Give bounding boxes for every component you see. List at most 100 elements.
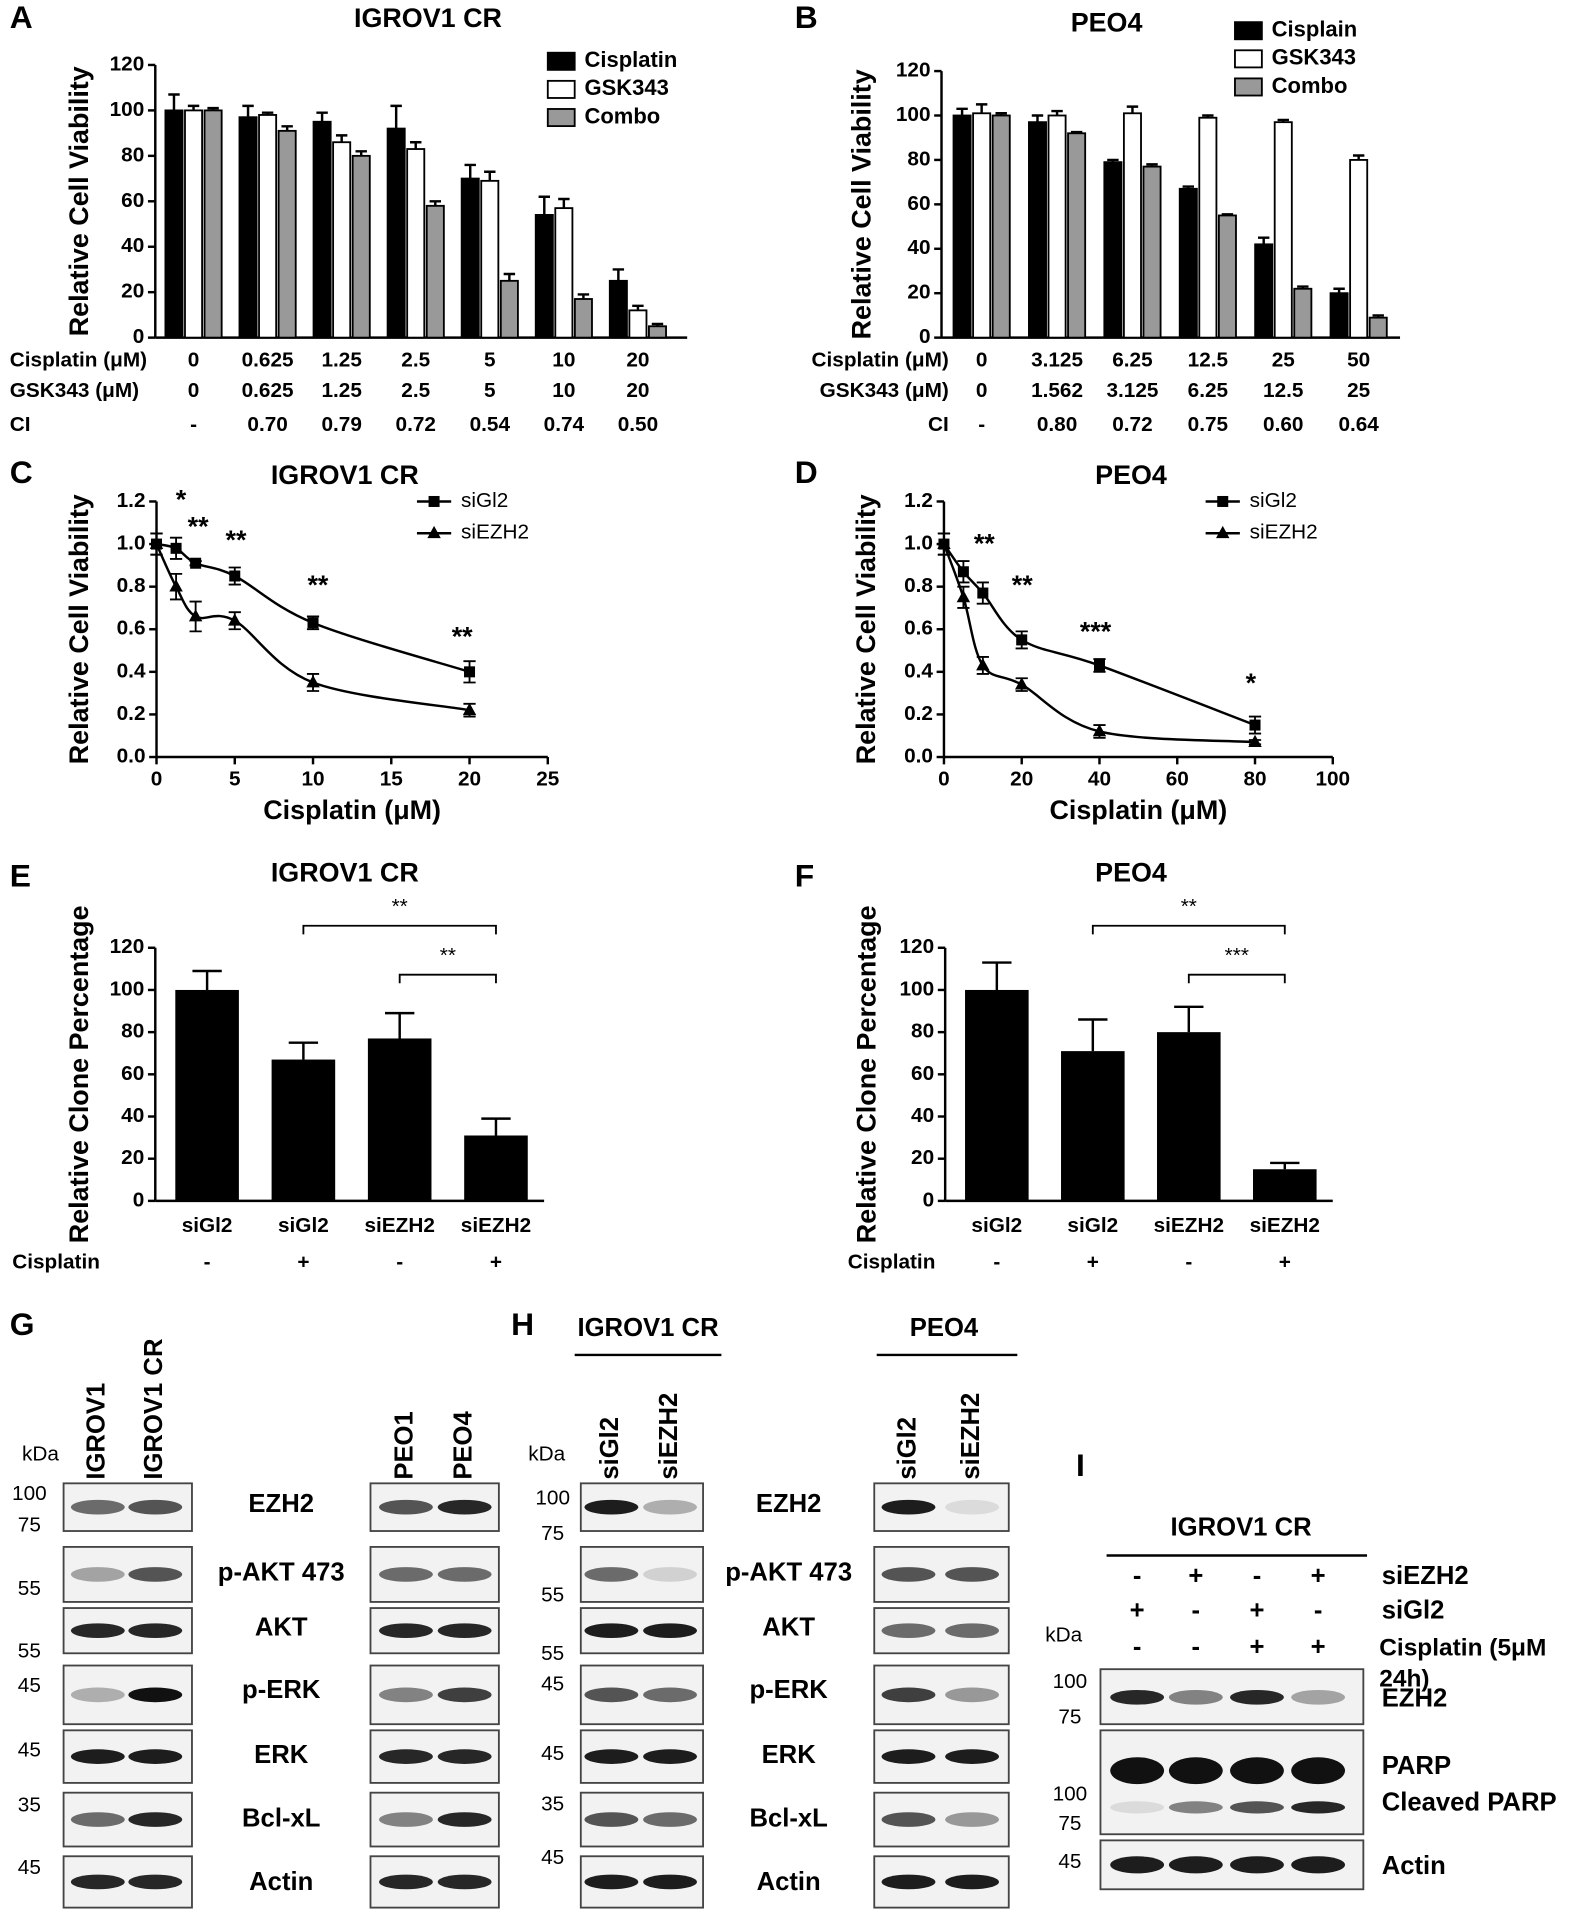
bar	[1103, 161, 1123, 339]
panel-letter: I	[1076, 1447, 1085, 1483]
kda-marker: 100	[12, 1482, 47, 1505]
protein-label: Cleaved PARP	[1382, 1788, 1557, 1816]
bar	[425, 204, 445, 339]
blot-band	[643, 1567, 697, 1582]
condition-value: +	[1311, 1633, 1326, 1661]
error-bar	[995, 112, 1007, 116]
error-bar	[1297, 285, 1309, 289]
bar	[1329, 292, 1349, 339]
kda-marker: 100	[535, 1487, 570, 1510]
error-bar	[1031, 114, 1044, 123]
y-tick-label: 0.2	[117, 702, 146, 725]
y-tick-label: 20	[907, 281, 930, 304]
error-bar	[982, 961, 1012, 990]
x-tick-label: siGl2	[182, 1214, 233, 1237]
error-bar	[1070, 130, 1083, 134]
category-label: 3.125	[1106, 379, 1158, 402]
chart-title: PEO4	[1095, 460, 1167, 490]
protein-label: Bcl-xL	[749, 1804, 827, 1832]
kda-marker: 100	[1053, 1670, 1088, 1693]
error-bar	[355, 150, 367, 156]
group-label: PEO4	[910, 1314, 979, 1342]
protein-label: p-ERK	[749, 1676, 828, 1704]
blot-band	[1168, 1856, 1223, 1874]
error-bar	[1202, 114, 1214, 118]
marker	[229, 570, 241, 582]
protein-label: PARP	[1382, 1752, 1451, 1780]
y-tick-label: 100	[110, 98, 145, 121]
legend-label: siEZH2	[461, 521, 529, 544]
legend-label: siEZH2	[1250, 521, 1318, 544]
blot-band	[70, 1623, 125, 1639]
legend-label: siGl2	[1250, 489, 1297, 512]
condition-value: -	[1133, 1562, 1142, 1590]
x-axis-label: Cisplatin (μM)	[1049, 795, 1227, 825]
significance-label: ***	[1225, 944, 1249, 967]
y-tick-label: 120	[896, 59, 931, 82]
error-bar	[410, 140, 422, 150]
category-label: 0.75	[1188, 413, 1228, 436]
kda-marker: 55	[541, 1583, 564, 1606]
blot-band	[584, 1499, 639, 1515]
y-axis-label: Relative Clone Percentage	[64, 905, 94, 1243]
kda-marker: 45	[18, 1674, 41, 1697]
panel-letter: H	[511, 1306, 534, 1342]
marker	[977, 587, 989, 599]
category-label: 10	[552, 348, 575, 371]
marker	[307, 617, 319, 629]
legend-label: Combo	[584, 103, 660, 128]
error-bar	[577, 293, 590, 299]
error-bar	[429, 200, 441, 206]
blot-band	[881, 1499, 936, 1515]
category-label: 0.74	[544, 413, 585, 436]
kda-marker: 75	[541, 1522, 564, 1545]
bar	[175, 989, 239, 1201]
bar	[1028, 121, 1047, 339]
category-label: 6.25	[1112, 348, 1152, 371]
blot-band	[881, 1749, 936, 1764]
blot-band	[128, 1874, 183, 1890]
category-label: 0.625	[242, 379, 294, 402]
blot-band	[945, 1687, 999, 1703]
bar	[1067, 132, 1087, 339]
error-bar	[464, 163, 476, 179]
condition-value: -	[1192, 1633, 1201, 1661]
blot-band	[643, 1499, 697, 1515]
blot-band	[584, 1874, 639, 1890]
blot-band	[584, 1567, 639, 1582]
blot-band	[128, 1812, 183, 1827]
y-tick-label: 80	[907, 147, 930, 170]
error-bar	[288, 1041, 319, 1060]
blot-band	[379, 1749, 433, 1764]
legend-marker	[427, 525, 441, 539]
blot-band	[70, 1687, 125, 1703]
y-tick-label: 0	[919, 325, 931, 348]
x-tick-label: 5	[229, 768, 241, 791]
blot-band	[70, 1874, 125, 1890]
marker	[306, 675, 320, 688]
protein-label: AKT	[255, 1614, 308, 1642]
y-tick-label: 0.4	[117, 659, 146, 682]
blot-band	[1291, 1856, 1346, 1874]
protein-label: Actin	[249, 1868, 313, 1896]
error-bar	[1174, 1005, 1204, 1033]
lane-label: PEO1	[391, 1411, 419, 1479]
blot-band	[437, 1749, 492, 1764]
blot-band	[128, 1499, 183, 1515]
bar	[277, 129, 297, 339]
significance-label: *	[176, 485, 187, 515]
error-bar	[1051, 109, 1063, 116]
chart-title: PEO4	[1071, 8, 1143, 38]
marker	[149, 536, 164, 549]
blot-band	[379, 1687, 433, 1703]
x-tick-label: 80	[1243, 768, 1266, 791]
category-label: 1.25	[321, 379, 361, 402]
bar	[499, 279, 519, 339]
error-bar	[1126, 105, 1139, 114]
bar	[965, 989, 1029, 1201]
x-tick-label: siEZH2	[461, 1214, 531, 1237]
category-label: +	[1279, 1251, 1291, 1274]
protein-label: p-AKT 473	[218, 1559, 345, 1587]
blot-band	[70, 1499, 125, 1515]
category-label: 10	[552, 379, 575, 402]
